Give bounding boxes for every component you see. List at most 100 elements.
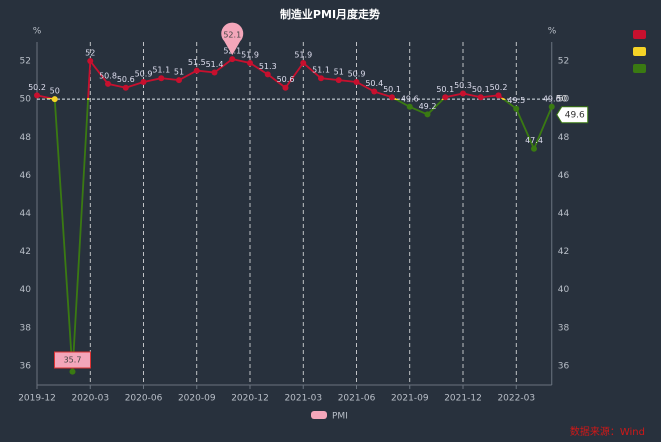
point [34,92,40,99]
visual-map-swatch [633,47,646,56]
y-tick-label: 48 [20,133,32,143]
y-tick-label: 36 [20,361,32,371]
point [371,88,378,95]
last-label: 49.6 [565,110,585,120]
point [158,75,165,82]
value-label: 50.3 [454,81,472,90]
point [548,103,555,110]
point [176,77,182,84]
series-line [36,58,553,372]
value-label: 51.1 [312,66,330,75]
x-tick-label: 2020-06 [125,394,163,404]
value-label: 51 [334,68,344,77]
min-box [54,351,91,369]
value-label: 51 [174,68,184,77]
value-label: 50.2 [490,83,508,92]
value-label: 49.6 [401,94,419,103]
visual-map-swatch [633,30,646,39]
point [460,90,466,97]
point [140,79,147,86]
x-tick-label: 2021-09 [391,394,429,404]
value-label: 50.8 [99,71,117,80]
point [105,80,111,87]
last-flag [556,106,589,124]
point [335,77,342,84]
point [424,111,431,118]
x-tick-label: 2019-12 [18,394,56,404]
point [353,79,360,86]
y-tick-label: 52 [20,57,31,67]
value-label: 51.1 [152,66,170,75]
point [122,84,129,91]
y-tick-label: 46 [20,171,32,181]
point [477,94,484,101]
value-label: 50.1 [383,85,401,94]
point [193,67,200,74]
point [264,71,271,78]
y-unit: % [33,27,42,37]
point [318,75,324,82]
value-label: 50.6 [277,75,295,84]
y2-tick-label: 50 [558,95,570,105]
y-tick-label: 50 [20,95,32,105]
value-label: 52 [85,49,95,58]
max-pin [221,22,244,56]
x-tick-label: 2021-03 [284,394,322,404]
y-tick-label: 44 [20,209,32,219]
value-label: 49.6 [543,94,561,103]
value-label: 50.6 [117,75,135,84]
value-label: 50.1 [472,85,490,94]
legend-icon [311,411,327,419]
point [211,69,218,76]
value-label: 49.5 [507,96,525,105]
value-label: 50.9 [135,70,153,79]
x-tick-label: 2022-03 [497,394,535,404]
min-label: 35.7 [64,356,82,365]
max-label: 52.1 [223,31,241,40]
x-tick-label: 2021-06 [338,394,376,404]
point [282,84,289,91]
y2-tick-label: 52 [558,57,569,67]
value-label: 51.9 [294,50,312,59]
y-tick-label: 42 [20,247,31,257]
value-label: 49.2 [419,102,437,111]
point [389,94,395,101]
y-tick-label: 40 [20,285,32,295]
point [69,368,76,375]
y2-tick-label: 38 [558,323,570,333]
x-tick-label: 2020-03 [71,394,109,404]
point [531,145,537,152]
source: 数据来源：Wind [570,425,645,438]
value-label: 50.1 [436,85,454,94]
legend-label: PMI [332,412,348,422]
value-label: 51.4 [206,60,224,69]
point [300,59,307,66]
value-label: 50.9 [348,70,366,79]
y2-unit: % [548,27,557,37]
x-tick-label: 2021-12 [444,394,482,404]
chart-title: 制造业PMI月度走势 [280,7,380,21]
y2-tick-label: 42 [558,247,569,257]
point [442,94,449,101]
value-label: 50.2 [28,83,46,92]
y2-tick-label: 36 [558,361,570,371]
value-label: 50 [50,87,60,96]
y2-tick-label: 48 [558,133,570,143]
value-label: 51.3 [259,62,277,71]
point [87,58,94,65]
y2-tick-label: 46 [558,171,570,181]
x-tick-label: 2020-12 [231,394,269,404]
x-tick-label: 2020-09 [178,394,216,404]
y2-tick-label: 40 [558,285,570,295]
y-tick-label: 38 [20,323,32,333]
point [513,105,520,112]
point [51,96,58,103]
value-label: 51.9 [241,50,259,59]
value-label: 47.4 [525,136,543,145]
value-label: 51.5 [188,58,206,67]
value-label: 50.4 [365,79,383,88]
point [406,103,413,110]
point [229,56,236,63]
